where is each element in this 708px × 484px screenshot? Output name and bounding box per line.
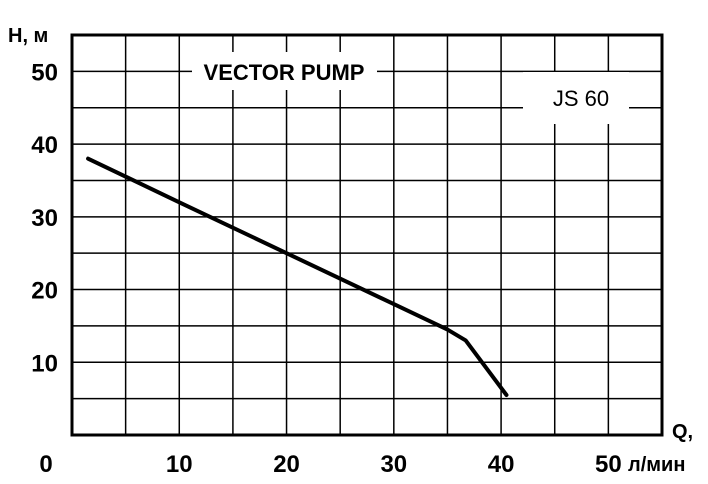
model-background <box>523 72 629 124</box>
y-tick-label: 20 <box>31 278 58 305</box>
x-tick-label: 30 <box>380 451 407 478</box>
title-background <box>192 52 377 90</box>
x-tick-label: 0 <box>39 451 52 478</box>
x-tick-label: 10 <box>166 451 193 478</box>
x-tick-label: 40 <box>488 451 515 478</box>
y-tick-label: 10 <box>31 350 58 377</box>
y-tick-label: 30 <box>31 205 58 232</box>
x-tick-label: 50 <box>595 451 622 478</box>
chart-title: VECTOR PUMP <box>204 60 365 85</box>
y-axis-label: H, м <box>8 25 48 47</box>
x-tick-label: 20 <box>273 451 300 478</box>
series-line <box>86 156 509 397</box>
series-group <box>86 156 509 397</box>
y-tick-label: 40 <box>31 132 58 159</box>
plot-frame <box>70 33 664 437</box>
tick-labels: 0 10 20 30 40 50 10 20 30 40 50 <box>31 59 621 478</box>
model-label: JS 60 <box>553 86 609 111</box>
x-axis-unit: л/мин <box>628 454 685 476</box>
x-axis-label: Q, <box>672 421 693 443</box>
y-tick-label: 50 <box>31 59 58 86</box>
